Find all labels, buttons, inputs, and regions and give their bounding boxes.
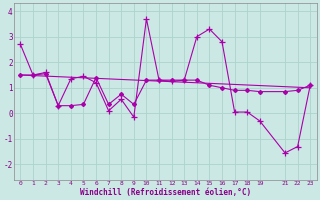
X-axis label: Windchill (Refroidissement éolien,°C): Windchill (Refroidissement éolien,°C): [80, 188, 251, 197]
